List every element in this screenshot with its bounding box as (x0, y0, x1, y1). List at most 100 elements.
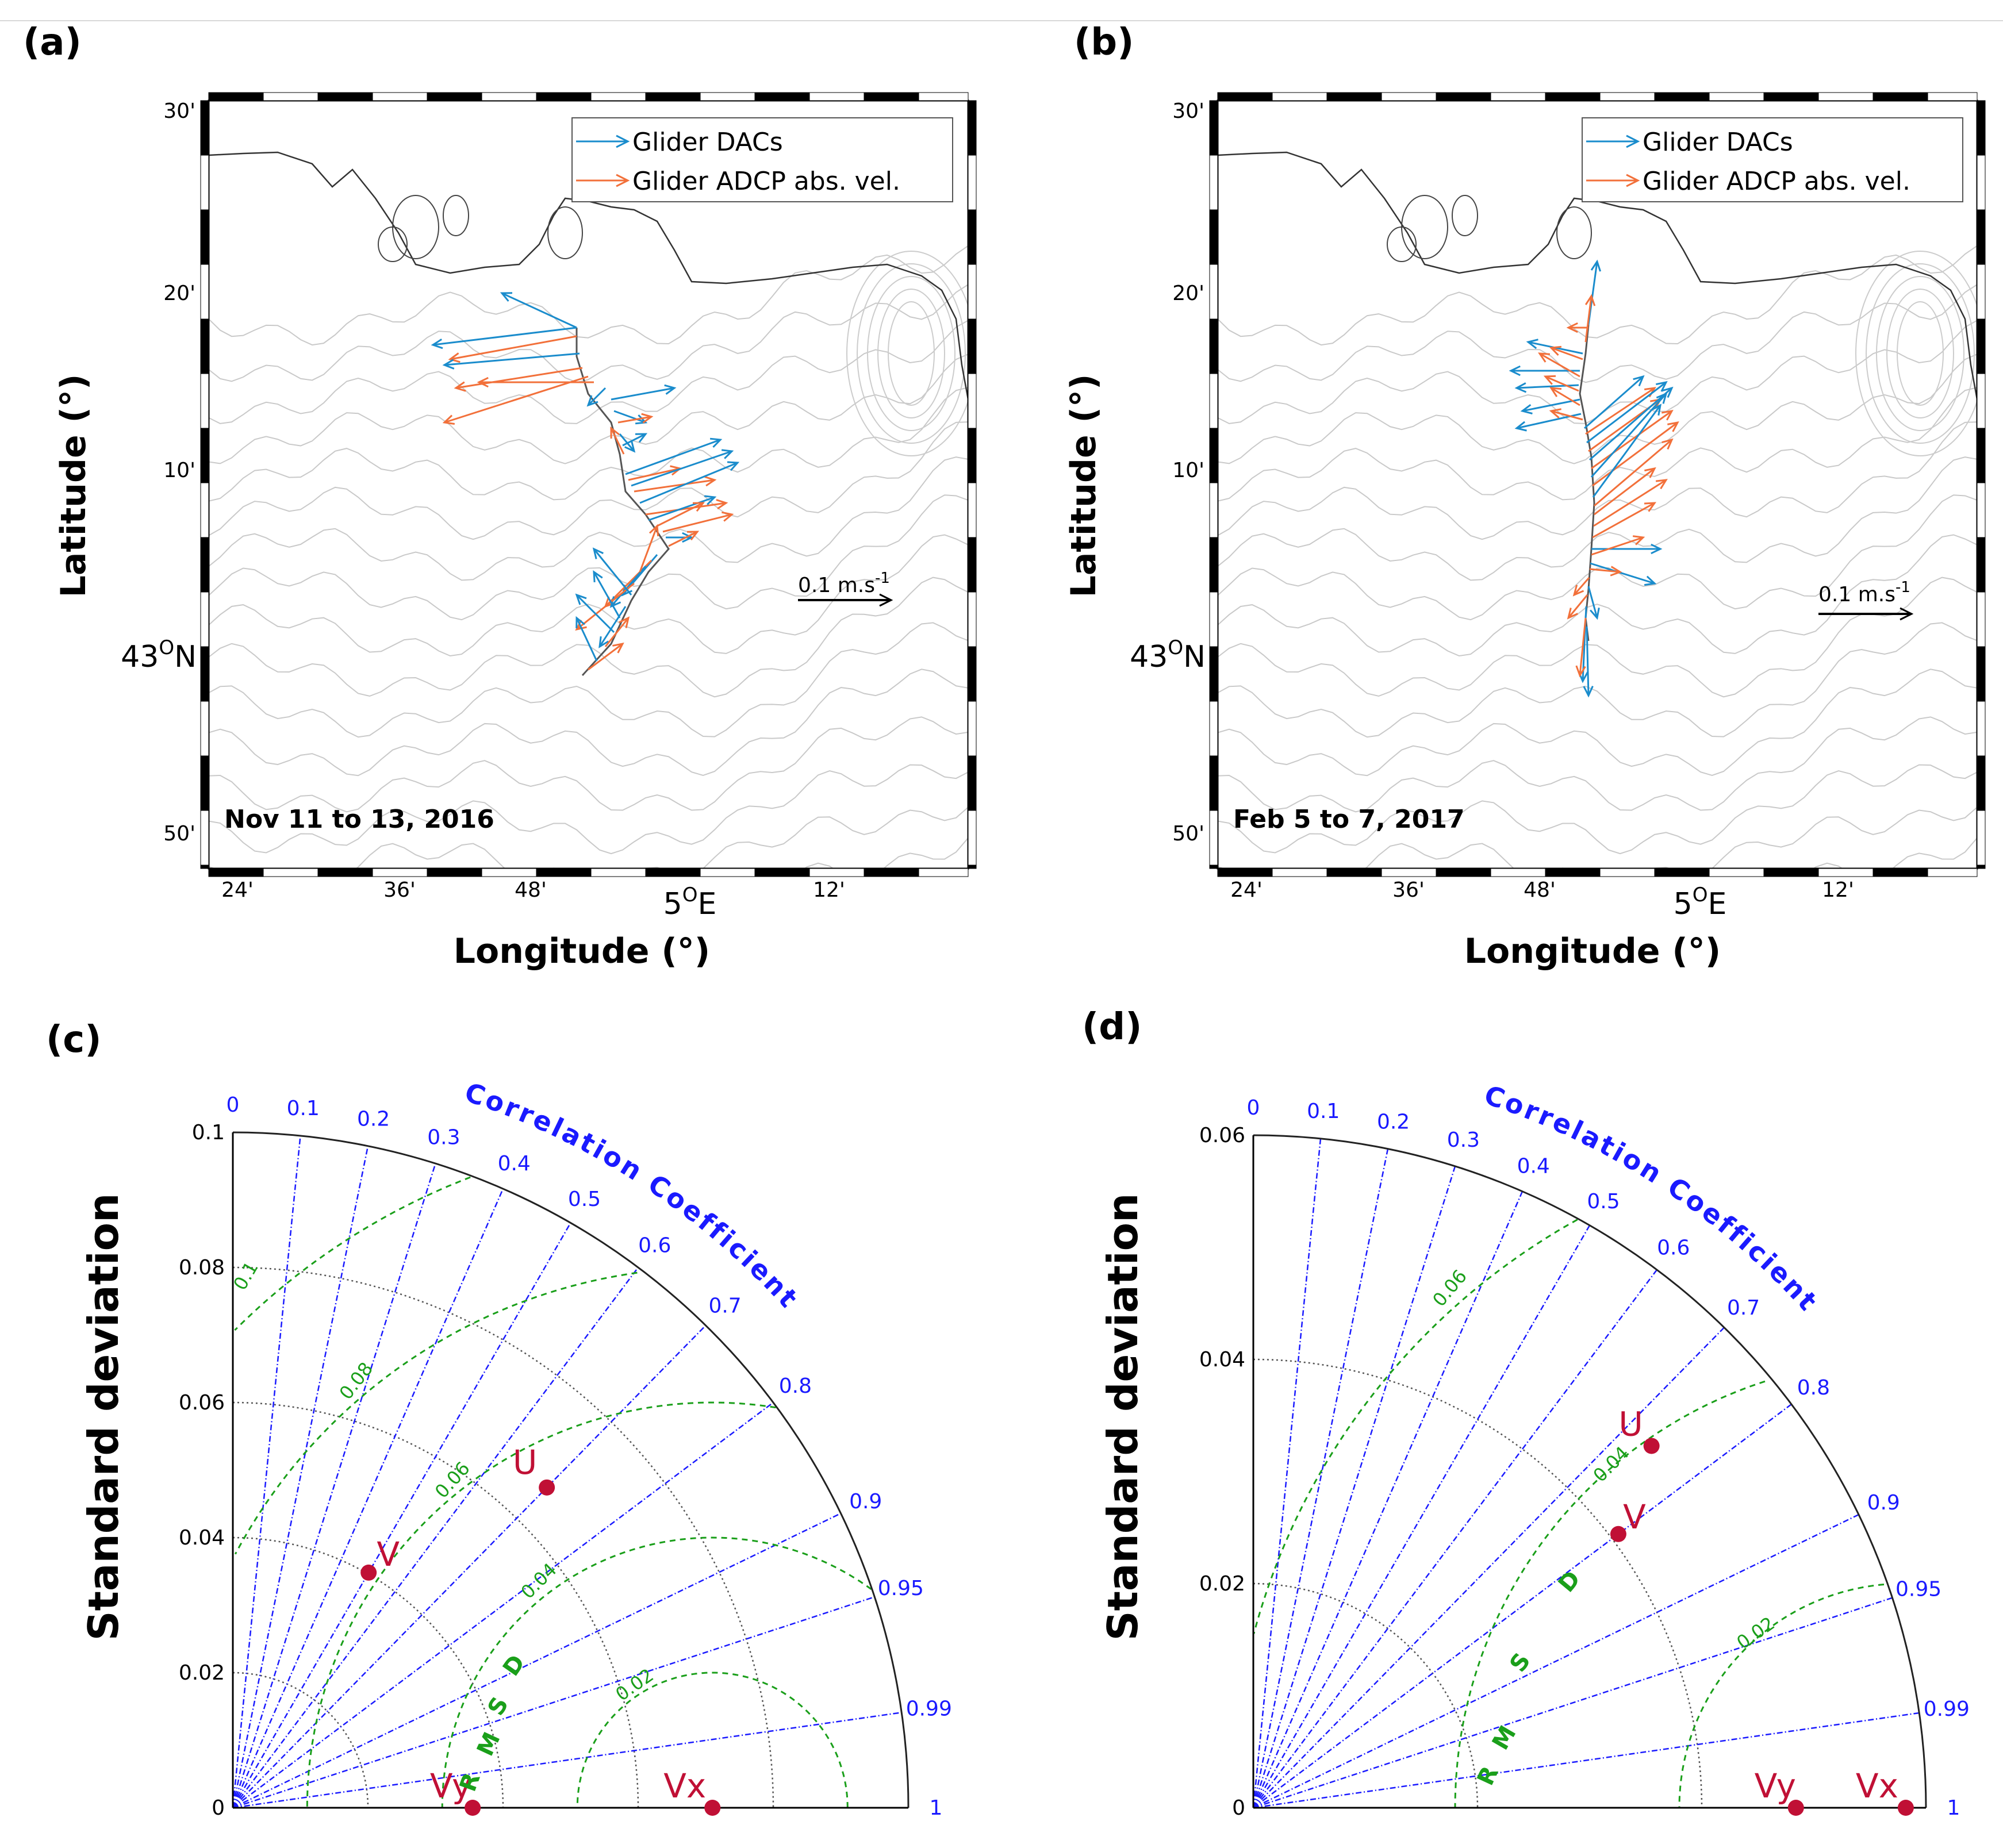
bathymetry-contour (1218, 456, 1977, 581)
bathymetry-contour (209, 668, 968, 777)
bathymetry-contour (1218, 421, 1977, 540)
lagoon (443, 195, 469, 236)
corr-tick-label: 0.7 (708, 1294, 741, 1318)
adcp-vector (657, 502, 705, 527)
frame-segment (1209, 810, 1218, 866)
corr-ray (1253, 1597, 1893, 1809)
corr-tick-label: 0.2 (357, 1108, 390, 1131)
sd-arc (232, 1672, 369, 1808)
panel-c-corr-title: Correlation Coefficient (461, 1077, 805, 1315)
vector-head (1610, 566, 1622, 577)
corr-ray (1252, 1191, 1524, 1808)
adcp-vector (1575, 617, 1587, 678)
dac-vector (575, 616, 598, 662)
panel-a-lon-tick-1: 36' (383, 878, 416, 902)
vector-shaft (444, 352, 580, 366)
lagoon (547, 206, 583, 259)
vector-shaft (455, 367, 583, 389)
vector-shaft (587, 387, 607, 406)
adcp-vector (1549, 345, 1583, 360)
vector-head (1656, 381, 1668, 392)
vector-shaft (662, 513, 732, 533)
point-marker (539, 1479, 555, 1496)
vector-head (1633, 375, 1645, 387)
point-vy: Vy (1755, 1766, 1804, 1816)
vector-shaft (1545, 375, 1579, 392)
point-label: U (1618, 1404, 1643, 1443)
vector-head (1584, 294, 1596, 306)
vector-shaft (501, 292, 577, 329)
frame-segment (1381, 92, 1437, 101)
corr-tick-label: 0.9 (1867, 1491, 1900, 1515)
vector-shaft (588, 643, 623, 671)
rmsd-level-label: 0.04 (517, 1559, 561, 1603)
adcp-vector (610, 426, 625, 455)
vector-head (1662, 386, 1674, 398)
point-label: V (1623, 1497, 1646, 1536)
bathymetry-contour (209, 622, 968, 738)
bathymetry-contour (1218, 622, 1977, 738)
lagoon (1387, 226, 1417, 262)
corr-ray (1252, 1166, 1456, 1808)
rmsd-level-label: 0.06 (431, 1457, 474, 1502)
bathymetry-contour (1813, 838, 1977, 869)
corr-ray (232, 1267, 639, 1808)
frame-segment (968, 865, 977, 869)
frame-segment (1654, 868, 1710, 877)
dac-vector (1591, 543, 1663, 555)
adcp-vector (634, 476, 717, 493)
panel-a-lon-deg: 5 (663, 887, 682, 921)
vector-head (1644, 467, 1656, 478)
vector-head (682, 532, 694, 543)
panel-a-lon-tick-3: 12' (813, 878, 845, 902)
frame-segment (968, 428, 977, 483)
panel-b-scale-arrow-head (1900, 607, 1914, 621)
rmsd-letter: D (1553, 1566, 1586, 1597)
sd-tick-label: 0.02 (179, 1661, 225, 1685)
rmsd-level-label: 0.1 (229, 1258, 262, 1294)
adcp-vector (1589, 566, 1622, 577)
panel-b-lon-hemi: E (1708, 887, 1727, 921)
point-vy: Vy (430, 1766, 481, 1816)
point-marker (1643, 1438, 1660, 1454)
dac-vector (1592, 404, 1662, 498)
vector-head (612, 642, 624, 654)
dac-vector (500, 292, 577, 329)
panel-a-lon-degree-mark: O (682, 883, 698, 906)
panel-b-lon-degree-mark: O (1693, 883, 1708, 906)
vector-head (619, 616, 630, 628)
frame-segment (968, 646, 977, 702)
dac-vector (625, 437, 723, 475)
panel-d-corr-title-path: Correlation Coefficient (1480, 1079, 1822, 1318)
panel-b-legend-dac: Glider DACs (1643, 128, 1793, 157)
vector-head (1662, 438, 1674, 450)
vector-head (448, 352, 461, 363)
point-marker (1897, 1800, 1914, 1816)
adcp-vector (1584, 294, 1596, 343)
frame-segment (200, 100, 209, 156)
bathymetry-contour (846, 251, 968, 456)
frame-segment (1209, 428, 1218, 483)
vector-head (1590, 608, 1600, 620)
vector-shaft (1573, 577, 1590, 595)
vector-head (1566, 322, 1578, 333)
frame-segment (1763, 868, 1819, 877)
vector-shaft (639, 525, 658, 573)
frame-segment (1545, 92, 1601, 101)
frame-segment (372, 92, 428, 101)
panel-a-legend-dac: Glider DACs (632, 128, 783, 157)
adcp-vector (1566, 322, 1588, 333)
frame-segment (918, 868, 969, 877)
frame-segment (481, 92, 537, 101)
corr-ray (1253, 1513, 1859, 1809)
frame-segment (317, 868, 373, 877)
corr-tick-label: 0.1 (287, 1097, 320, 1120)
point-label: Vy (430, 1766, 471, 1805)
corr-ray (232, 1163, 436, 1808)
frame-segment (968, 482, 977, 538)
vector-shaft (575, 594, 615, 633)
vector-head (1644, 575, 1657, 586)
panel-a-vectors (431, 292, 740, 671)
frame-segment (1977, 209, 1986, 265)
frame-segment (1977, 591, 1986, 647)
